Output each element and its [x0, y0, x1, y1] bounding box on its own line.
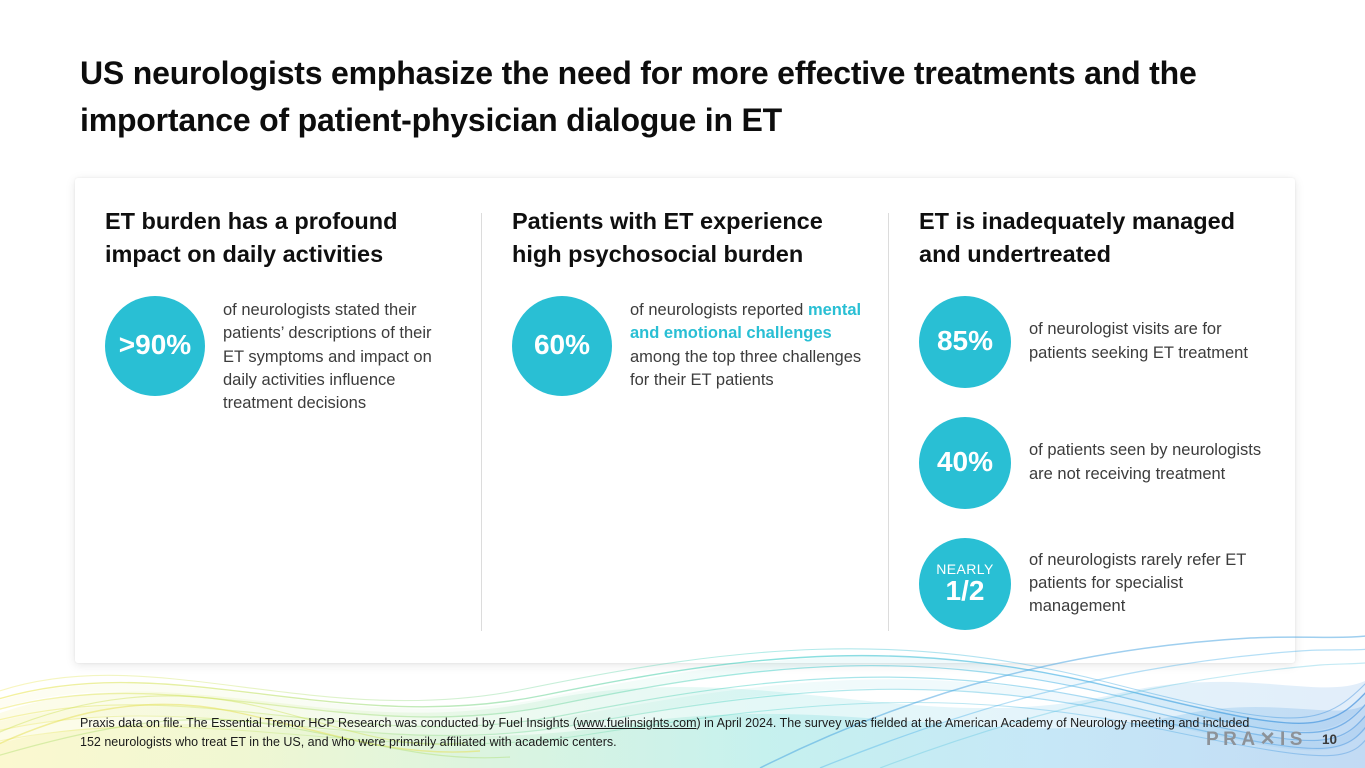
- stat-row: NEARLY 1/2 of neurologists rarely refer …: [919, 537, 1269, 630]
- column-divider: [888, 213, 889, 631]
- stat-value-label: NEARLY: [936, 560, 994, 577]
- column-daily-activities: ET burden has a profound impact on daily…: [75, 205, 481, 639]
- stat-text-after: among the top three challenges for their…: [630, 347, 862, 389]
- stat-row: 85% of neurologist visits are for patien…: [919, 295, 1269, 388]
- column-psychosocial-burden: Patients with ET experience high psychos…: [482, 205, 888, 639]
- stats-card: ET burden has a profound impact on daily…: [75, 178, 1295, 663]
- stat-text: of neurologists stated their patients’ d…: [223, 300, 432, 413]
- wave-decoration: [0, 635, 1365, 768]
- page-number: 10: [1321, 732, 1337, 747]
- stat-row: >90% of neurologists stated their patien…: [105, 295, 455, 416]
- praxis-logo: PRA✕IS: [1206, 728, 1307, 751]
- brand-area: PRA✕IS 10: [1206, 728, 1337, 751]
- stat-value: 60%: [533, 329, 591, 361]
- stat-value: 85%: [936, 325, 994, 357]
- logo-text-is: IS: [1280, 729, 1307, 750]
- logo-x-mark: ✕: [1259, 729, 1281, 750]
- stat-circle: NEARLY 1/2: [919, 537, 1011, 630]
- stat-text: of neurologist visits are for patients s…: [1029, 320, 1248, 362]
- stat-circle: 40%: [919, 416, 1011, 509]
- column-divider: [481, 213, 482, 631]
- stat-text-before: of neurologists reported: [630, 300, 808, 319]
- column-heading: ET is inadequately managed and undertrea…: [919, 208, 1236, 268]
- column-undertreated: ET is inadequately managed and undertrea…: [889, 205, 1295, 639]
- stat-text-highlight: mental and emotional challenges: [630, 300, 862, 343]
- stat-circle: >90%: [105, 295, 205, 396]
- stat-value: >90%: [118, 329, 192, 361]
- footnote: Praxis data on file. The Essential Tremo…: [80, 714, 1265, 752]
- stat-value: 40%: [936, 446, 994, 478]
- column-heading: ET burden has a profound impact on daily…: [105, 208, 398, 268]
- logo-text-pra: PRA: [1205, 729, 1260, 750]
- stat-row: 60% of neurologists reported mental and …: [512, 295, 862, 396]
- stat-circle: 85%: [919, 295, 1011, 388]
- column-heading: Patients with ET experience high psychos…: [512, 208, 823, 268]
- stat-value: 1/2: [945, 574, 985, 606]
- stat-circle: 60%: [512, 295, 612, 396]
- stat-row: 40% of patients seen by neurologists are…: [919, 416, 1269, 509]
- stat-text: of patients seen by neurologists are not…: [1029, 441, 1262, 483]
- stat-text: of neurologists reported mental and emot…: [630, 296, 862, 393]
- slide-title: US neurologists emphasize the need for m…: [80, 55, 1197, 139]
- fuelinsights-link[interactable]: www.fuelinsights.com: [577, 716, 697, 730]
- footnote-text-before: Praxis data on file. The Essential Tremo…: [80, 716, 577, 730]
- footnote-text-after: ) in April 2024. The survey was fielded …: [80, 716, 1250, 749]
- stat-text: of neurologists rarely refer ET patients…: [1029, 550, 1247, 616]
